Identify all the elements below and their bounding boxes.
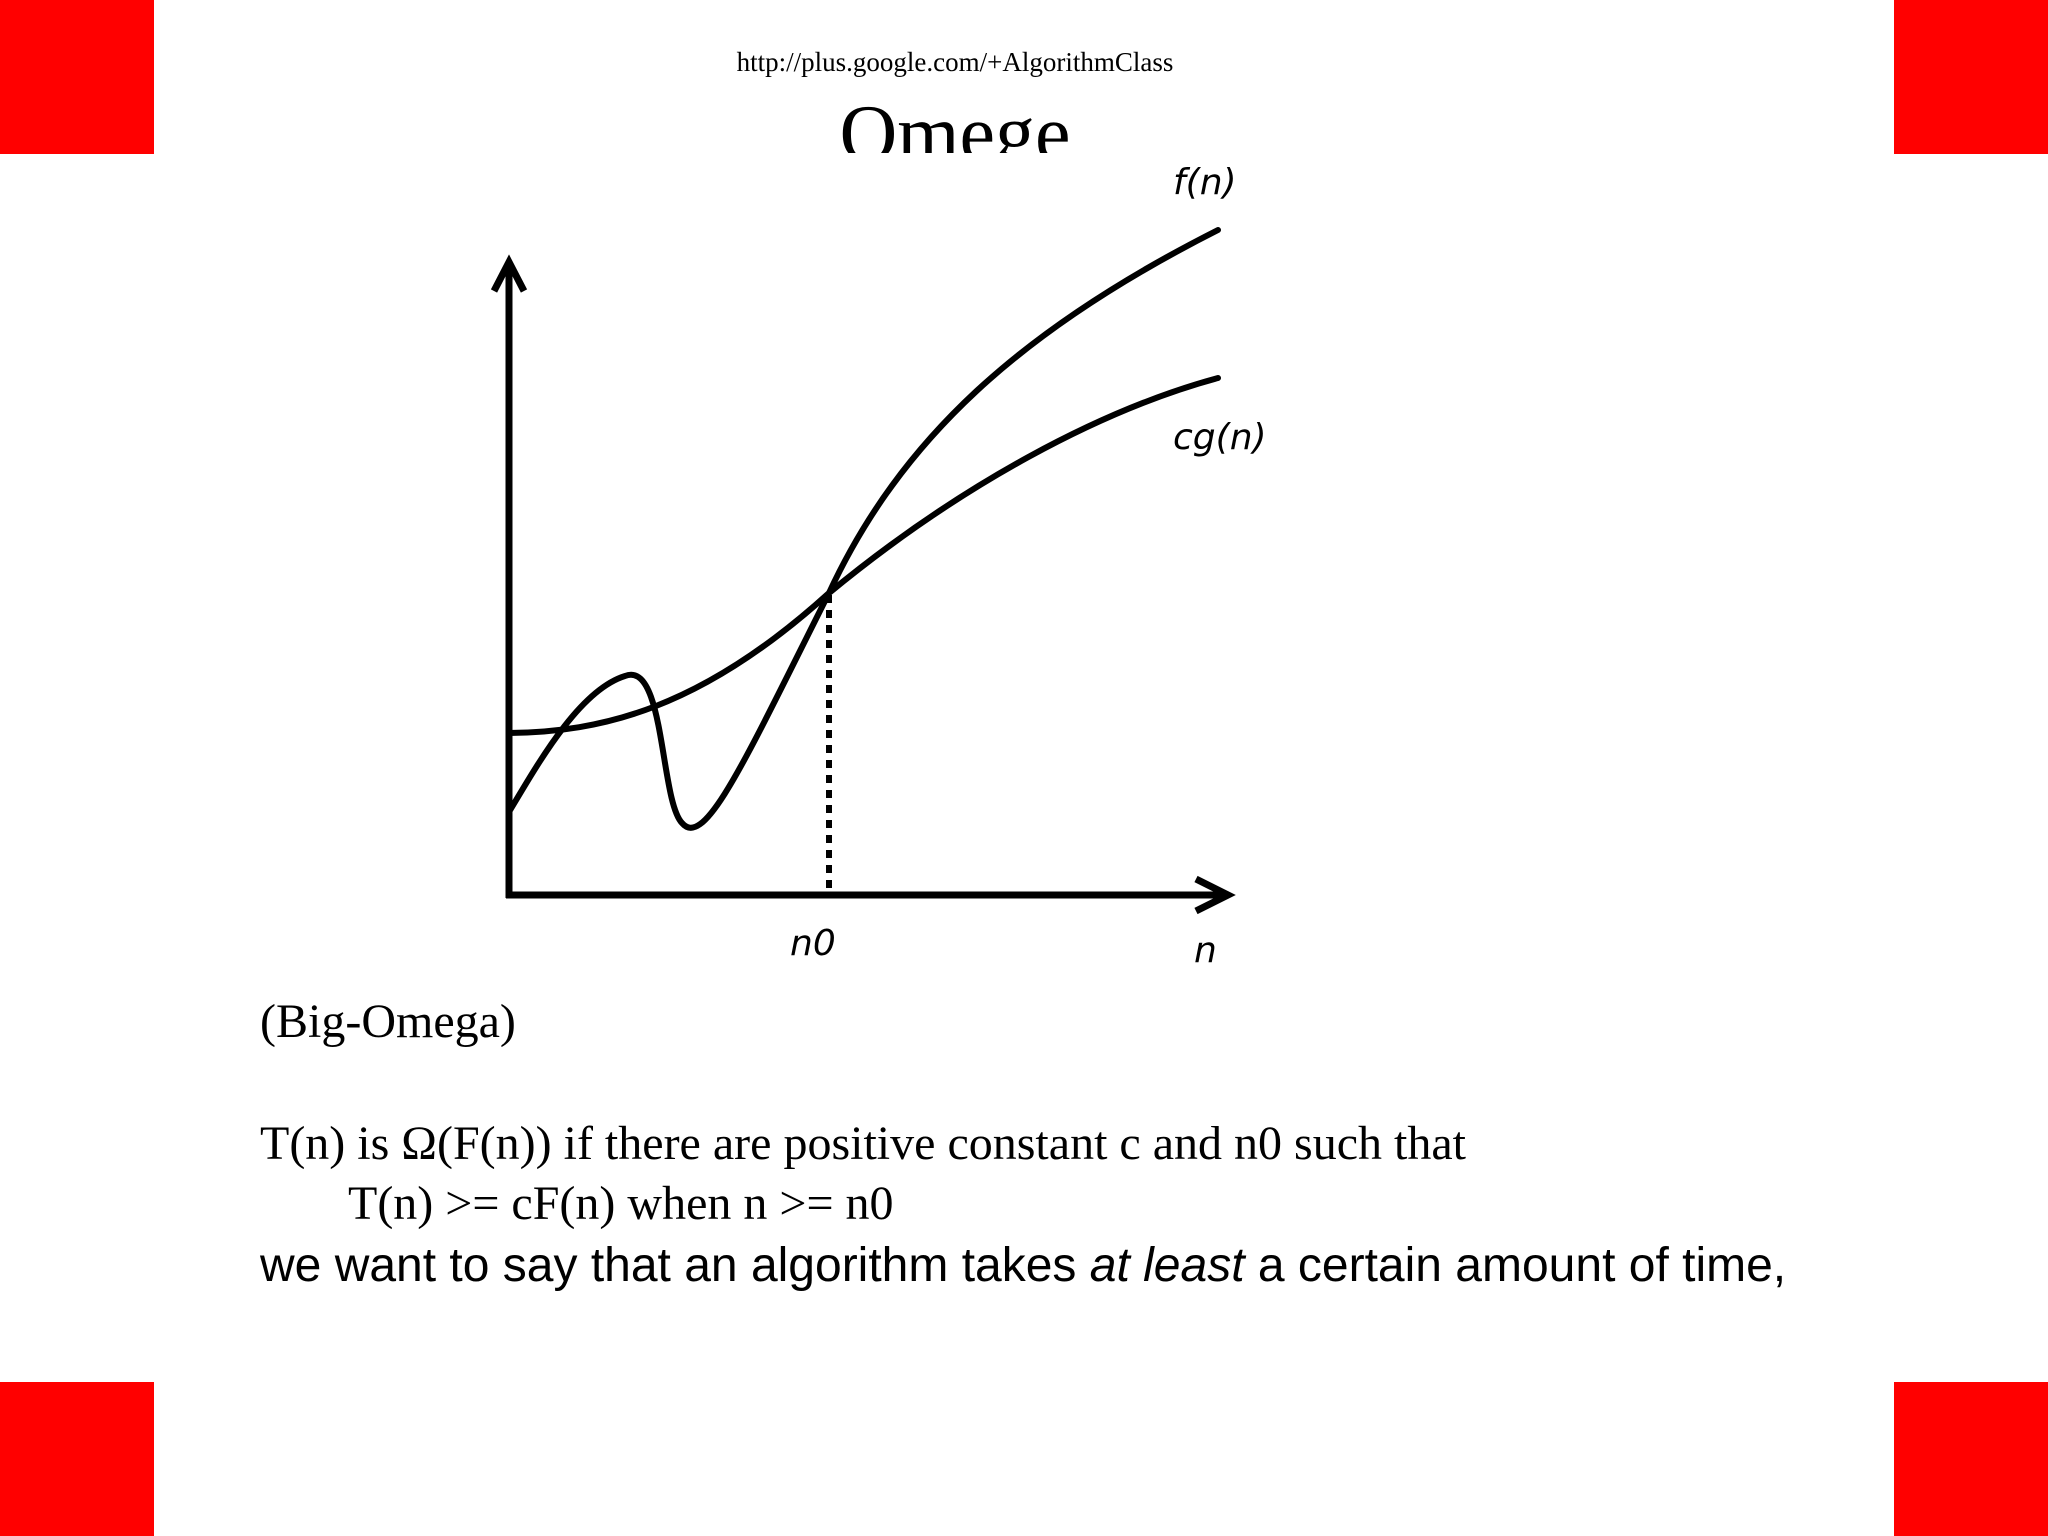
n0-label: n0 <box>790 923 836 964</box>
curve-cg-label: cg(n) <box>1173 417 1267 458</box>
corner-block-bottom-right <box>1894 1382 2048 1536</box>
definition-line-1: T(n) is Ω(F(n)) if there are positive co… <box>260 1117 1466 1170</box>
corner-block-top-right <box>1894 0 2048 154</box>
corner-block-top-left <box>0 0 154 154</box>
note-line: we want to say that an algorithm takes a… <box>260 1238 1786 1294</box>
x-axis-arrowhead <box>1194 875 1236 915</box>
curve-f <box>506 227 1221 831</box>
note-emphasis: at least <box>1089 1239 1245 1292</box>
subtitle: (Big-Omega) <box>260 995 516 1048</box>
corner-block-bottom-left <box>0 1382 154 1536</box>
definition-line-2: T(n) >= cF(n) when n >= n0 <box>348 1177 894 1230</box>
curve-f-label: f(n) <box>1173 162 1237 203</box>
source-url: http://plus.google.com/+AlgorithmClass <box>736 47 1174 77</box>
slide-title: Omege <box>839 90 1071 153</box>
y-axis-arrowhead <box>490 254 528 293</box>
note-text-after: a certain amount of time, <box>1244 1239 1787 1292</box>
title-clip: Omege <box>700 80 1210 153</box>
note-text-before: we want to say that an algorithm takes <box>260 1239 1090 1292</box>
x-axis-label: n <box>1194 930 1217 971</box>
